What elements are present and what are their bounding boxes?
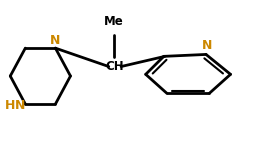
Text: CH: CH xyxy=(105,60,123,73)
Text: N: N xyxy=(202,39,213,52)
Text: N: N xyxy=(50,34,60,47)
Text: H: H xyxy=(5,99,15,112)
Text: N: N xyxy=(15,99,25,112)
Text: Me: Me xyxy=(104,15,124,28)
